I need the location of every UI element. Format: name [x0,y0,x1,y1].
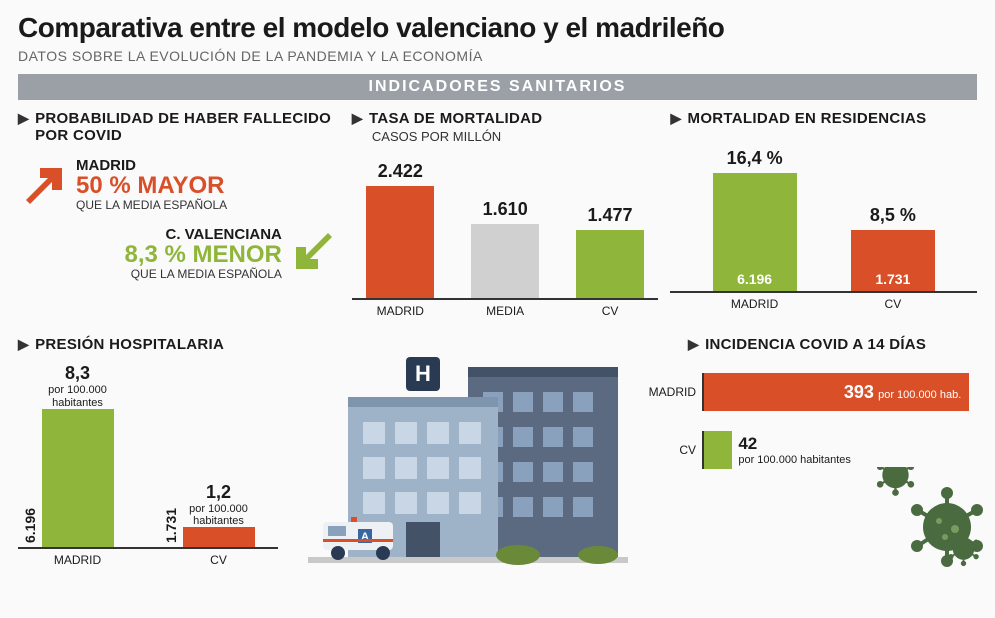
prob-madrid-value: 50 % MAYOR [76,174,340,198]
bar-label: MADRID [700,297,808,311]
bar-side-num: 1.731 [163,508,179,543]
bar-side-num: 6.196 [22,508,38,543]
prob-madrid-text: MADRID 50 % MAYOR QUE LA MEDIA ESPAÑOLA [76,157,340,212]
bar-value: 1.610 [483,199,528,220]
bar: 6.196 [42,409,114,547]
presion-heading: ▶ PRESIÓN HOSPITALARIA [18,336,278,353]
prob-cv: C. VALENCIANA 8,3 % MENOR QUE LA MEDIA E… [18,226,340,281]
bar-item: 2.422 [356,161,445,298]
bar-value: 1.477 [588,205,633,226]
hbar-value: 42por 100.000 habitantes [738,434,851,466]
hospital-icon: H A [288,337,638,567]
bar: 1.731 [183,527,255,547]
prob-madrid-sub: QUE LA MEDIA ESPAÑOLA [76,198,340,212]
hbar-row: CV 42por 100.000 habitantes [648,431,977,469]
bar-label: CV [566,304,655,318]
hbar-row: MADRID 393 por 100.000 hab. [648,373,977,411]
row-1: ▶ PROBABILIDAD DE HABER FALLECIDO POR CO… [18,110,977,318]
prob-cv-text: C. VALENCIANA 8,3 % MENOR QUE LA MEDIA E… [18,226,282,281]
probability-body: MADRID 50 % MAYOR QUE LA MEDIA ESPAÑOLA … [18,151,340,281]
probability-heading-text: PROBABILIDAD DE HABER FALLECIDO POR COVI… [35,110,340,145]
residencias-heading-text: MORTALIDAD EN RESIDENCIAS [688,110,927,127]
bar-value: 8,5 % [870,205,916,226]
caret-icon: ▶ [352,110,363,127]
bar-label: MEDIA [461,304,550,318]
residencias-panel: ▶ MORTALIDAD EN RESIDENCIAS 16,4 % 6.196 8… [670,110,977,318]
hbar-label: CV [648,443,696,457]
section-band: INDICADORES SANITARIOS [18,74,977,100]
prob-madrid: MADRID 50 % MAYOR QUE LA MEDIA ESPAÑOLA [18,157,340,212]
bar: 6.196 [713,173,797,291]
page-subtitle: DATOS SOBRE LA EVOLUCIÓN DE LA PANDEMIA … [18,48,977,64]
bar-label: CV [163,553,274,567]
bar: 1.731 [851,230,935,291]
hbar-label: MADRID [648,385,696,399]
hbar [704,431,732,469]
bar-label: CV [839,297,947,311]
bar-label: MADRID [356,304,445,318]
arrow-down-icon [292,229,340,277]
bar-inner: 6.196 [737,271,772,287]
bar [576,230,644,298]
probability-panel: ▶ PROBABILIDAD DE HABER FALLECIDO POR CO… [18,110,340,318]
caret-icon: ▶ [18,110,29,127]
prob-cv-sub: QUE LA MEDIA ESPAÑOLA [18,267,282,281]
bar-value: 1,2 [206,482,231,503]
residencias-heading: ▶ MORTALIDAD EN RESIDENCIAS [670,110,977,127]
bar [471,224,539,298]
hospital-illustration: H A [288,336,638,567]
bar-value: 16,4 % [727,148,783,169]
incidencia-heading: ▶ INCIDENCIA COVID A 14 DÍAS [688,336,977,353]
hbar-track: 42por 100.000 habitantes [702,431,977,469]
residencias-labels: MADRID CV [670,293,977,311]
mortalidad-heading: ▶ TASA DE MORTALIDAD [352,110,659,127]
mortalidad-subhead: CASOS POR MILLÓN [372,129,659,144]
bar-value: 2.422 [378,161,423,182]
prob-cv-label: C. VALENCIANA [18,226,282,243]
virus-icon [877,467,987,577]
hbar-value: 393 por 100.000 hab. [844,382,961,403]
bar-item: 1,2por 100.000 habitantes1.731 [163,482,274,547]
hbar-track: 393 por 100.000 hab. [702,373,977,411]
prob-cv-value: 8,3 % MENOR [18,243,282,267]
mortalidad-heading-text: TASA DE MORTALIDAD [369,110,542,127]
hbar: 393 por 100.000 hab. [704,373,969,411]
bar-label: MADRID [22,553,133,567]
bar-item: 8,5 % 1.731 [839,205,947,291]
svg-text:H: H [415,361,431,386]
presion-bars: 8,3por 100.000 habitantes6.1961,2por 100… [18,359,278,549]
bar-value: 8,3 [65,363,90,384]
bar-sub: por 100.000 habitantes [22,384,133,408]
bar-item: 1.477 [566,205,655,298]
mortalidad-bars: 2.422 1.610 1.477 [352,150,659,300]
bar-item: 1.610 [461,199,550,298]
presion-panel: ▶ PRESIÓN HOSPITALARIA 8,3por 100.000 ha… [18,336,278,567]
arrow-up-icon [18,160,66,208]
incidencia-heading-text: INCIDENCIA COVID A 14 DÍAS [705,336,926,353]
caret-icon: ▶ [670,110,681,127]
bar-sub: por 100.000 habitantes [163,503,274,527]
mortalidad-labels: MADRID MEDIA CV [352,300,659,318]
mortalidad-panel: ▶ TASA DE MORTALIDAD CASOS POR MILLÓN 2.… [352,110,659,318]
presion-heading-text: PRESIÓN HOSPITALARIA [35,336,224,353]
bar-inner: 1.731 [875,271,910,287]
caret-icon: ▶ [688,336,699,353]
probability-heading: ▶ PROBABILIDAD DE HABER FALLECIDO POR CO… [18,110,340,145]
caret-icon: ▶ [18,336,29,353]
bar-item: 8,3por 100.000 habitantes6.196 [22,363,133,547]
presion-labels: MADRID CV [18,549,278,567]
incidencia-panel: ▶ INCIDENCIA COVID A 14 DÍAS MADRID 393 p… [648,336,977,567]
prob-madrid-label: MADRID [76,157,340,174]
residencias-bars: 16,4 % 6.196 8,5 % 1.731 [670,133,977,293]
bar-item: 16,4 % 6.196 [700,148,808,291]
row-2: ▶ PRESIÓN HOSPITALARIA 8,3por 100.000 ha… [18,336,977,567]
page-title: Comparativa entre el modelo valenciano y… [18,12,977,44]
bar [366,186,434,298]
incidencia-bars: MADRID 393 por 100.000 hab. CV 42por 100.00… [648,373,977,469]
